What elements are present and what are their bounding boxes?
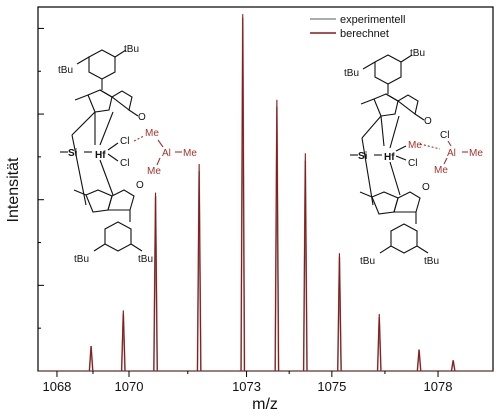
x-axis-title: m/z (252, 396, 278, 413)
peak-berechnet-9 (416, 349, 422, 372)
legend: experimentell berechnet (310, 14, 405, 40)
left-me-bottom: Me (147, 166, 161, 177)
left-tbu-bottom-left: tBu (74, 254, 89, 265)
right-me-bottom: Me (434, 165, 448, 176)
left-tbu-top-right: tBu (124, 44, 139, 55)
left-hf: Hf (95, 150, 106, 161)
left-me-right: Me (183, 148, 197, 159)
x-tick-label-3: 1075 (317, 379, 346, 394)
peak-berechnet-4 (240, 14, 246, 372)
peak-berechnet-7 (337, 253, 342, 372)
right-al: Al (447, 148, 456, 159)
peak-berechnet-1 (121, 310, 126, 372)
right-me-right: Me (469, 148, 483, 159)
left-si: Si (68, 148, 78, 159)
x-tick-label-4: 1078 (424, 379, 453, 394)
structure-left (60, 49, 182, 252)
legend-label-berechnet: berechnet (340, 28, 389, 40)
x-tick-label-2: 1073 (232, 379, 261, 394)
peak-berechnet-5 (274, 99, 280, 372)
indenyl-top (87, 89, 113, 113)
series-berechnet (38, 14, 493, 372)
indenyl-top-right (373, 93, 399, 117)
structure-right-labels: tBu tBu O Si Hf Me Cl Cl Al Me Me O tBu … (344, 48, 483, 267)
left-me-top: Me (145, 128, 159, 139)
right-hf: Hf (384, 152, 395, 163)
peak-berechnet-10 (450, 360, 456, 372)
right-cl-al: Cl (440, 130, 449, 141)
x-tick-label-1: 1070 (115, 379, 144, 394)
aryl-ring-bottom-right (390, 223, 418, 254)
peak-berechnet-6 (303, 153, 308, 372)
right-me-hf: Me (408, 140, 422, 151)
peak-berechnet-0 (88, 345, 94, 372)
axis-layer: 1068 1070 1073 1075 1078 (38, 27, 453, 394)
left-tbu-top-left: tBu (58, 65, 73, 76)
aryl-ring-bottom (104, 221, 132, 252)
left-cl-top: Cl (120, 136, 129, 147)
right-tbu-top-right: tBu (410, 48, 425, 59)
left-tbu-bottom-right: tBu (138, 254, 153, 265)
right-oxy-bottom: O (422, 182, 430, 193)
left-cl-bottom: Cl (120, 158, 129, 169)
right-tbu-bottom-left: tBu (360, 256, 375, 267)
peak-berechnet-3 (196, 164, 202, 372)
right-cl-bottom: Cl (408, 158, 417, 169)
series-layer (38, 14, 493, 372)
x-tick-label-0: 1068 (42, 379, 71, 394)
right-si: Si (358, 151, 368, 162)
y-axis-title: Intensität (5, 157, 22, 222)
left-oxy-bottom: O (136, 180, 144, 191)
structure-left-labels: tBu tBu O Si Hf Cl Cl Me Al Me Me O tBu … (58, 44, 197, 265)
aryl-ring-top-right (374, 54, 402, 85)
right-tbu-bottom-right: tBu (424, 256, 439, 267)
left-oxy-top: O (138, 112, 146, 123)
right-tbu-top-left: tBu (344, 68, 359, 79)
peak-berechnet-8 (376, 313, 382, 372)
series-experimentell (38, 17, 493, 372)
aryl-ring-top (88, 49, 116, 80)
left-al: Al (162, 148, 171, 159)
legend-label-experimentell: experimentell (340, 14, 405, 26)
right-oxy-top: O (424, 116, 432, 127)
structure-right (350, 54, 468, 254)
peak-berechnet-2 (153, 192, 158, 372)
